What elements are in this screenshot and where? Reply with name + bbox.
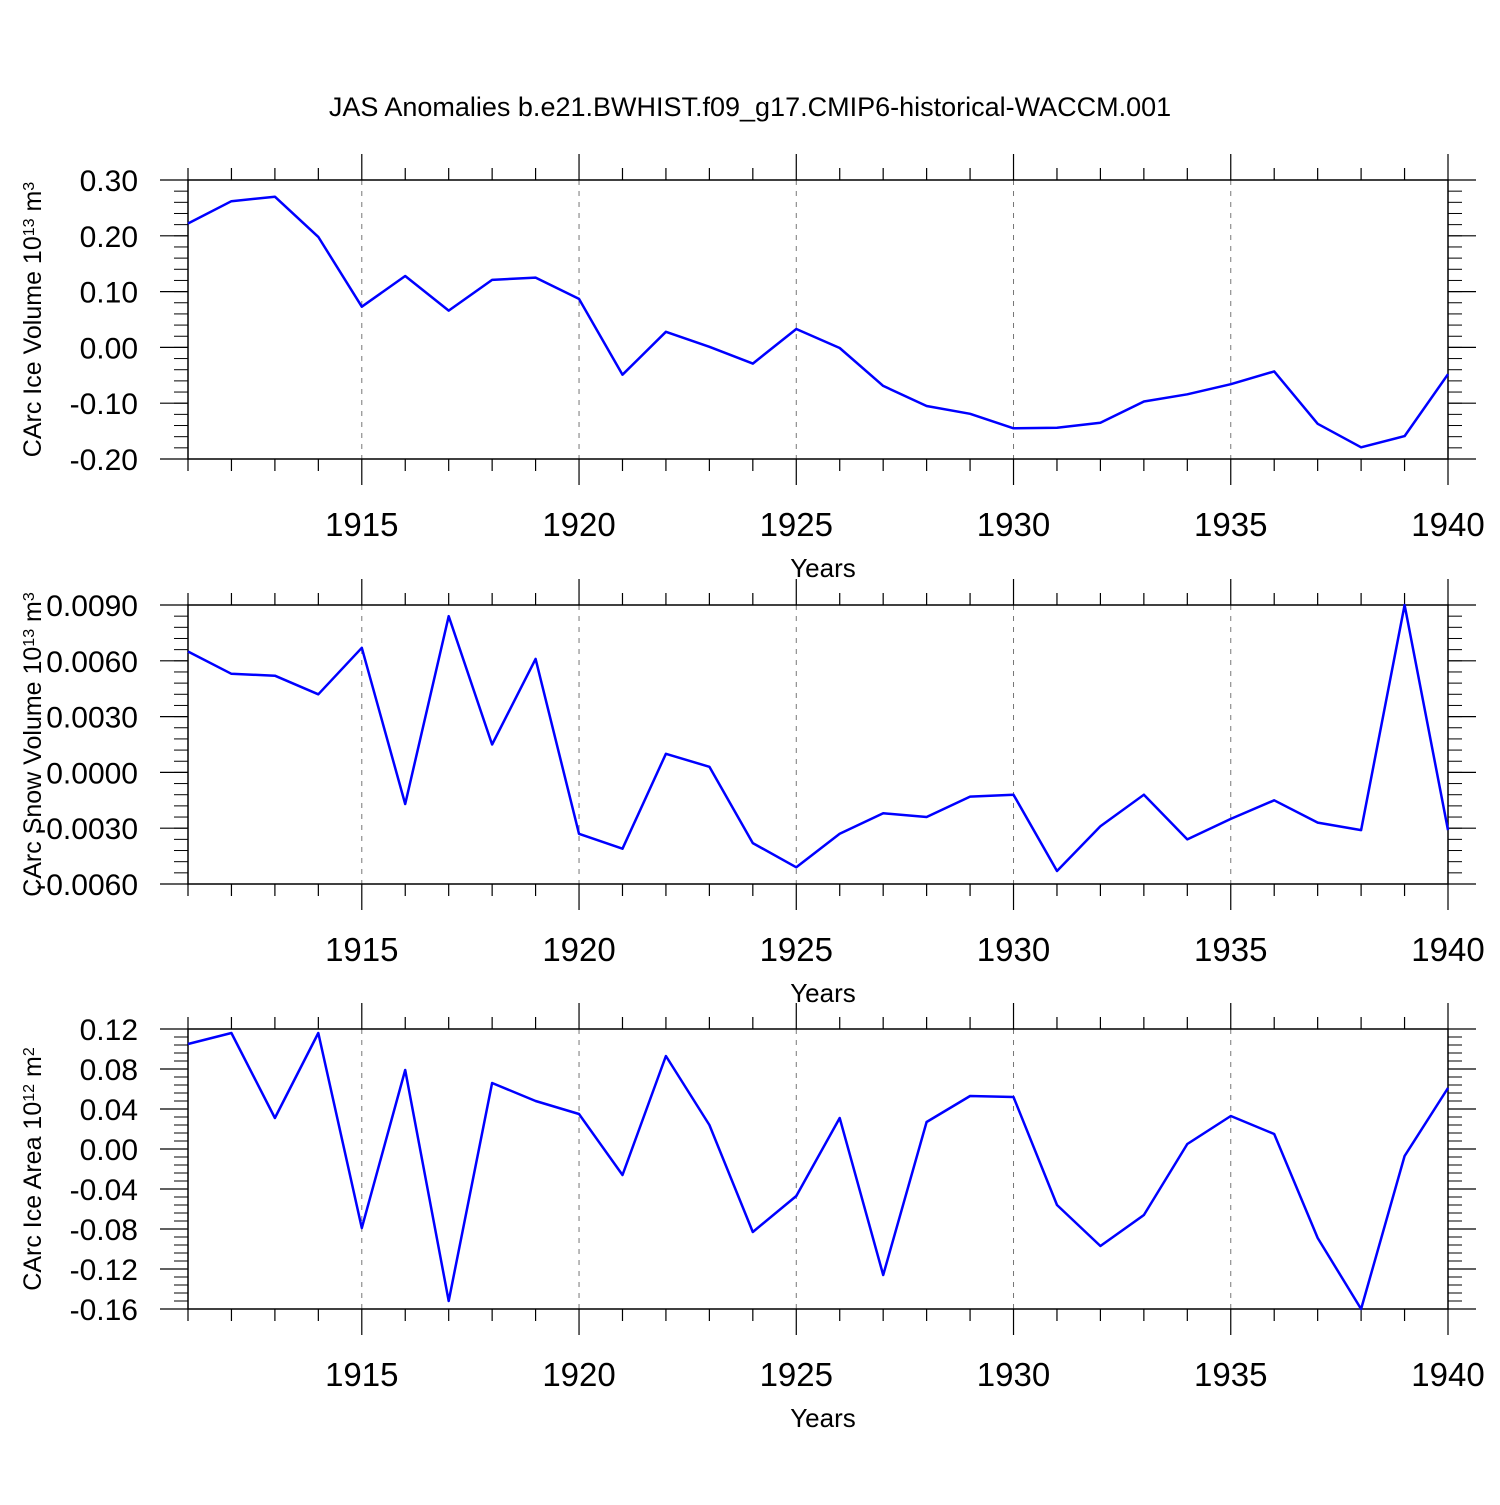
y-tick-label: 0.30 xyxy=(80,165,138,198)
x-tick-label: 1940 xyxy=(1411,1356,1484,1393)
x-tick-label: 1930 xyxy=(977,506,1050,543)
x-tick-label: 1930 xyxy=(977,1356,1050,1393)
x-tick-label: 1915 xyxy=(325,506,398,543)
plot-frame xyxy=(187,179,1449,460)
x-tick-label: 1925 xyxy=(760,1356,833,1393)
series-line xyxy=(187,603,1450,873)
panel-2: 0.0090 0.0060 0.0030 0.0000 -0.0030 -0.0060 19… xyxy=(19,579,1485,1008)
y-tick-label: -0.10 xyxy=(70,388,138,421)
y-axis-label: CArc Ice Area 1012 m2 xyxy=(19,1047,47,1291)
series-line xyxy=(187,195,1450,449)
y-tick-label: 0.20 xyxy=(80,221,138,254)
y-tick-label: 0.0090 xyxy=(46,590,138,623)
y-tick-label: 0.08 xyxy=(80,1054,138,1087)
y-tick-label: 0.04 xyxy=(80,1094,138,1127)
y-tick-label: -0.0060 xyxy=(36,869,138,902)
x-tick-label: 1925 xyxy=(760,931,833,968)
y-tick-label: 0.10 xyxy=(80,277,138,310)
y-tick-label: -0.16 xyxy=(70,1294,138,1327)
x-tick-label: 1935 xyxy=(1194,506,1267,543)
y-tick-label: -0.0030 xyxy=(36,813,138,846)
x-tick-label: 1915 xyxy=(325,931,398,968)
y-tick-label: 0.0030 xyxy=(46,702,138,735)
y-tick-label: -0.08 xyxy=(70,1214,138,1247)
y-tick-label: 0.0060 xyxy=(46,646,138,679)
x-axis-label: Years xyxy=(790,553,856,583)
y-tick-label: -0.04 xyxy=(70,1174,138,1207)
x-axis-label: Years xyxy=(790,978,856,1008)
y-tick-label: -0.20 xyxy=(70,444,138,477)
y-tick-label: 0.00 xyxy=(80,332,138,365)
y-axis-label: CArc Ice Volume 1013 m3 xyxy=(19,182,47,458)
y-tick-label: 0.0000 xyxy=(46,757,138,790)
x-tick-label: 1930 xyxy=(977,931,1050,968)
panel-3: 0.12 0.08 0.04 0.00 -0.04 -0.08 -0.12 -0.16 1915… xyxy=(19,1003,1485,1433)
x-tick-label: 1920 xyxy=(542,931,615,968)
x-tick-label: 1925 xyxy=(760,506,833,543)
x-tick-label: 1920 xyxy=(542,1356,615,1393)
x-tick-label: 1920 xyxy=(542,506,615,543)
y-tick-label: 0.12 xyxy=(80,1014,138,1047)
series-line xyxy=(187,1031,1450,1311)
x-tick-label: 1935 xyxy=(1194,1356,1267,1393)
x-axis-label: Years xyxy=(790,1403,856,1433)
y-axis-label: CArc Snow Volume 1013 m3 xyxy=(19,592,47,897)
x-tick-label: 1940 xyxy=(1411,506,1484,543)
plot-frame xyxy=(187,604,1449,885)
y-tick-label: 0.00 xyxy=(80,1134,138,1167)
x-tick-label: 1935 xyxy=(1194,931,1267,968)
x-tick-label: 1940 xyxy=(1411,931,1484,968)
chart-title: JAS Anomalies b.e21.BWHIST.f09_g17.CMIP6… xyxy=(329,92,1171,122)
x-tick-label: 1915 xyxy=(325,1356,398,1393)
plot-frame xyxy=(187,1028,1449,1310)
panel-1: 0.30 0.20 0.10 0.00 -0.10 -0.20 1915 1920 1925 19… xyxy=(19,154,1485,583)
y-tick-label: -0.12 xyxy=(70,1254,138,1287)
